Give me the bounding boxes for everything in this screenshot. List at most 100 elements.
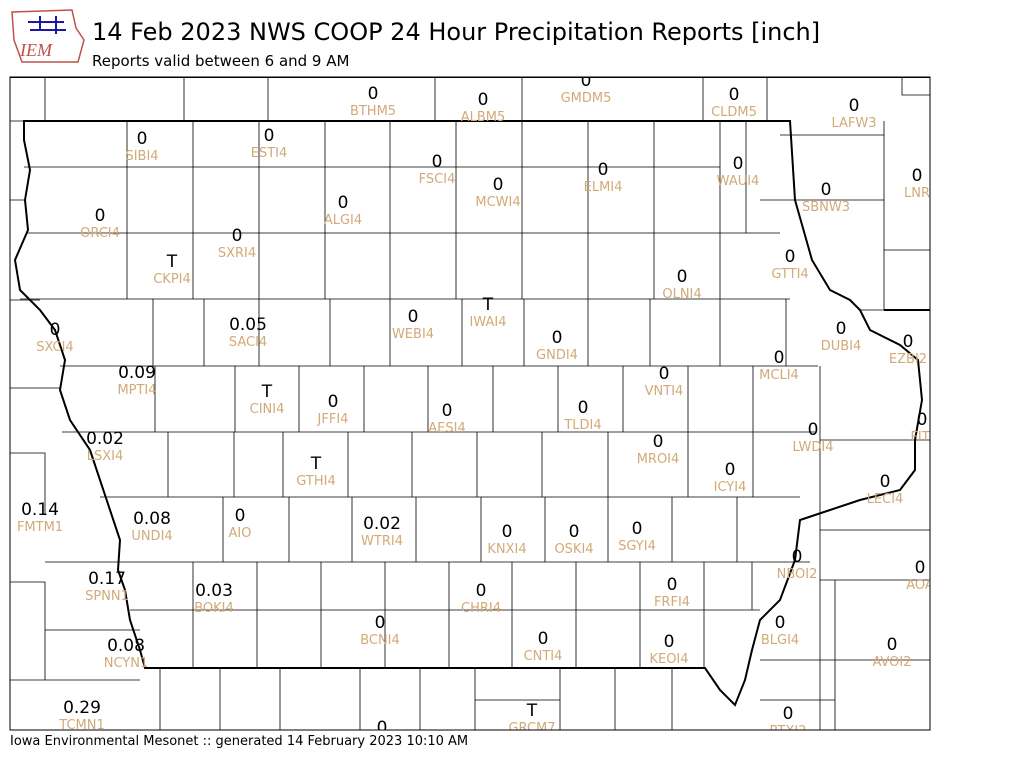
station-id: OLNI4 <box>662 287 701 302</box>
station-id: ELMI4 <box>584 180 623 195</box>
station-value: 0 <box>774 348 785 368</box>
station-value: 0.17 <box>88 569 126 589</box>
station-value: T <box>482 295 494 315</box>
map-frame <box>9 76 931 731</box>
station-value: T <box>166 252 178 272</box>
station-id: ORCI4 <box>80 226 120 241</box>
station-value: 0 <box>137 129 148 149</box>
station-value: 0 <box>733 154 744 174</box>
station-value: 0 <box>375 613 386 633</box>
station-id: WAUI4 <box>717 174 760 189</box>
station-value: 0 <box>432 152 443 172</box>
station-id: SXCI4 <box>36 340 73 355</box>
station-id: VNTI4 <box>645 384 684 399</box>
county-lines <box>10 77 930 730</box>
station-id: KNXI4 <box>487 542 526 557</box>
station-id: CKPI4 <box>153 272 191 287</box>
station-id: GNDI4 <box>536 348 578 363</box>
station-value: 0 <box>581 71 592 91</box>
station-value: 0 <box>880 472 891 492</box>
station-id: MPTI4 <box>117 383 156 398</box>
station-value: T <box>526 701 538 721</box>
station-id: ALGI4 <box>324 213 362 228</box>
footer: Iowa Environmental Mesonet :: generated … <box>10 734 468 749</box>
station-value: 0 <box>377 718 388 738</box>
station-value: 0.08 <box>107 636 145 656</box>
station-id: SPNN1 <box>85 589 129 604</box>
station-id: CNTI4 <box>524 649 563 664</box>
station-value: 0 <box>538 629 549 649</box>
station-id: AVOI2 <box>872 655 911 670</box>
station-id: SIBI4 <box>125 149 158 164</box>
station-value: 0.05 <box>229 315 267 335</box>
station-value: 0 <box>264 126 275 146</box>
station-value: 0.29 <box>63 698 101 718</box>
station-id: ICYI4 <box>714 480 747 495</box>
station-value: 0 <box>821 180 832 200</box>
station-value: 0 <box>502 522 513 542</box>
station-id: WTRI4 <box>361 534 403 549</box>
station-id: KEOI4 <box>649 652 688 667</box>
station-id: FRFI4 <box>654 595 690 610</box>
station-value: 0 <box>915 558 926 578</box>
station-value: 0 <box>725 460 736 480</box>
station-value: 0 <box>552 328 563 348</box>
station-value: T <box>261 382 273 402</box>
station-value: 0 <box>408 307 419 327</box>
station-id: BLGI4 <box>761 633 799 648</box>
station-value: 0 <box>569 522 580 542</box>
station-id: FITI <box>910 430 933 445</box>
station-id: AESI4 <box>428 421 465 436</box>
subtitle: Reports valid between 6 and 9 AM <box>92 52 349 70</box>
station-value: 0.03 <box>195 581 233 601</box>
station-value: 0 <box>476 581 487 601</box>
station-id: FMTM1 <box>17 520 63 535</box>
station-value: 0 <box>887 635 898 655</box>
title: 14 Feb 2023 NWS COOP 24 Hour Precipitati… <box>92 18 820 46</box>
station-value: 0 <box>478 90 489 110</box>
station-id: GTTI4 <box>771 267 808 282</box>
station-id: RTXI2 <box>769 724 806 739</box>
station-id: GMDM5 <box>561 91 612 106</box>
station-id: IWAI4 <box>470 315 507 330</box>
station-id: TCMN1 <box>58 718 104 733</box>
station-value: 0 <box>368 84 379 104</box>
station-value: 0 <box>659 364 670 384</box>
station-value: 0.14 <box>21 500 59 520</box>
station-id: MCLI4 <box>759 368 799 383</box>
station-value: 0 <box>50 320 61 340</box>
station-id: AIO <box>229 526 252 541</box>
station-id: UNDI4 <box>131 529 172 544</box>
station-id: TLDI4 <box>563 418 601 433</box>
station-value: 0 <box>442 401 453 421</box>
station-value: 0 <box>808 420 819 440</box>
station-value: 0 <box>653 432 664 452</box>
station-value: 0 <box>338 193 349 213</box>
station-id: DUBI4 <box>821 339 862 354</box>
station-id: NBOI2 <box>777 567 818 582</box>
station-id: FSCI4 <box>419 172 456 187</box>
station-id: LWDI4 <box>792 440 833 455</box>
station-id: NCYN1 <box>104 656 149 671</box>
station-value: 0 <box>493 175 504 195</box>
station-value: 0.02 <box>86 429 124 449</box>
station-id: OSKI4 <box>554 542 593 557</box>
logo: IEM <box>11 9 85 63</box>
station-id: BOKI4 <box>194 601 234 616</box>
station-id: BCNI4 <box>360 633 400 648</box>
station-id: CINI4 <box>250 402 285 417</box>
station-id: LECI4 <box>867 492 904 507</box>
station-value: 0 <box>775 613 786 633</box>
station-id: WEBI4 <box>392 327 434 342</box>
station-value: 0.08 <box>133 509 171 529</box>
station-id: ESTI4 <box>251 146 288 161</box>
station-value: T <box>310 454 322 474</box>
station-value: 0 <box>849 96 860 116</box>
station-value: 0 <box>729 85 740 105</box>
station-id: AOA <box>906 578 934 593</box>
state-borders <box>10 77 930 707</box>
station-id: JFFI4 <box>317 412 349 427</box>
